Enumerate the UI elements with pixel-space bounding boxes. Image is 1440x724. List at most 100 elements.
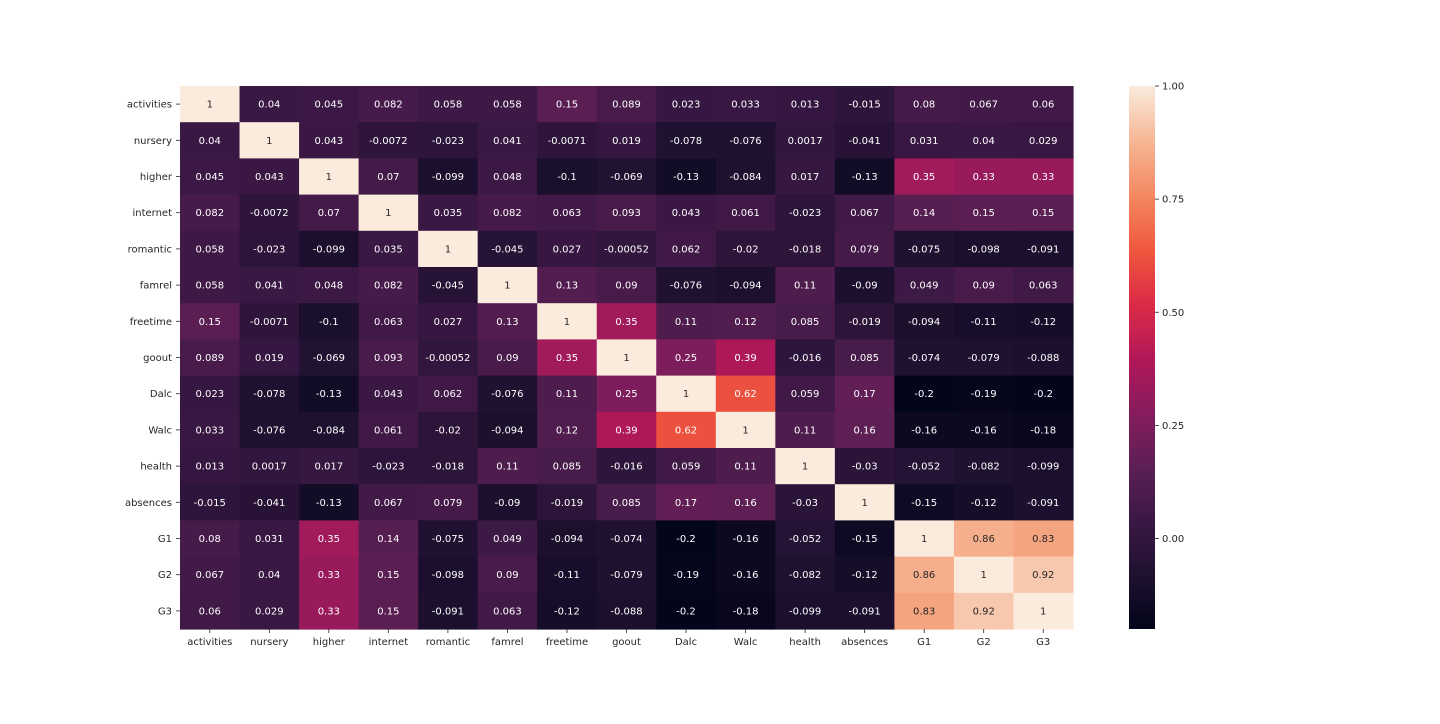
cell-value-label: 0.35 [913,172,935,183]
cell-value-label: -0.16 [971,425,997,436]
heatmap-cell-internet-romantic [418,194,479,232]
heatmap-cell-famrel-goout [596,267,657,304]
x-tick-label-famrel: famrel [491,637,523,648]
cell-value-label: 0.33 [318,606,340,617]
heatmap-cell-G2-G3 [1013,556,1074,594]
cell-value-label: 1 [623,353,629,364]
heatmap-cell-Walc-nursery [239,411,300,449]
heatmap-cell-absences-absences [834,484,895,521]
heatmap-cell-health-famrel [477,448,538,485]
heatmap-cell-famrel-G1 [894,267,955,304]
heatmap-cell-G1-goout [596,520,657,558]
cell-value-label: -0.076 [253,425,285,436]
heatmap-cell-G2-activities [180,556,241,594]
heatmap-cell-G2-Walc [715,556,776,594]
cell-value-label: 0.14 [377,534,399,545]
heatmap-cell-freetime-G1 [894,303,955,340]
heatmap-cell-G3-goout [596,592,657,630]
cell-value-label: 0.09 [615,281,637,292]
heatmap-cell-freetime-health [775,303,836,340]
cell-value-label: -0.094 [551,534,583,545]
heatmap-cell-activities-romantic [418,86,479,123]
x-tick-label-Walc: Walc [734,637,758,648]
cell-value-label: -0.18 [1030,425,1056,436]
heatmap-cell-Dalc-absences [834,375,895,413]
cell-value-label: 0.11 [556,389,578,400]
heatmap-cell-nursery-internet [358,122,419,159]
x-axis-tick-labels: activities nursery higher internet romantic f… [187,629,1050,648]
cell-value-label: -0.19 [971,389,997,400]
heatmap-cell-absences-goout [596,484,657,521]
heatmap-cell-activities-freetime [537,86,598,123]
heatmap-cell-G2-romantic [418,556,479,594]
heatmap-cell-G1-famrel [477,520,538,558]
cell-value-label: 0.13 [496,317,518,328]
heatmap-cell-internet-G1 [894,194,955,232]
cell-value-label: 0.08 [199,534,221,545]
cell-value-label: 0.12 [734,317,756,328]
cell-value-label: -0.075 [908,244,940,255]
heatmap-cell-nursery-famrel [477,122,538,159]
heatmap-cell-G1-absences [834,520,895,558]
cell-value-label: -0.03 [792,498,818,509]
heatmap-cell-freetime-freetime [537,303,598,340]
cell-value-label: -0.099 [432,172,464,183]
cell-value-label: -0.023 [253,244,285,255]
heatmap-cell-Walc-freetime [537,411,598,449]
cell-value-label: -0.094 [729,281,761,292]
cell-value-label: -0.16 [733,570,759,581]
cell-value-label: -0.088 [610,606,642,617]
heatmap-cell-G3-internet [358,592,419,630]
heatmap-cell-higher-freetime [537,158,598,196]
cell-value-label: 0.11 [675,317,697,328]
heatmap-cell-romantic-Dalc [656,230,717,268]
cell-value-label: 1 [504,281,510,292]
cell-value-label: 1 [861,498,867,509]
cell-value-label: 0.16 [853,425,875,436]
heatmap-cell-freetime-absences [834,303,895,340]
cell-value-label: 0.058 [493,100,522,111]
cell-value-label: 0.089 [195,353,224,364]
cell-value-label: 0.033 [195,425,224,436]
x-tick-label-internet: internet [369,637,409,648]
heatmap-cell-G2-G1 [894,556,955,594]
heatmap-cell-Walc-activities [180,411,241,449]
cell-value-label: 0.029 [1029,136,1058,147]
cell-value-label: 0.12 [556,425,578,436]
cell-value-label: 0.027 [434,317,463,328]
cell-value-label: 0.07 [377,172,399,183]
heatmap-cell-famrel-Dalc [656,267,717,304]
heatmap-cell-romantic-absences [834,230,895,268]
heatmap-cell-Walc-Walc [715,411,776,449]
heatmap-cell-absences-higher [299,484,360,521]
cell-value-label: 0.15 [377,606,399,617]
cell-value-label: 0.04 [973,136,995,147]
colorbar-tick-label: 1.00 [1162,82,1184,93]
heatmap-cell-higher-famrel [477,158,538,196]
cell-value-label: 0.059 [672,462,701,473]
heatmap-cell-Dalc-G3 [1013,375,1074,413]
cell-value-label: -0.041 [253,498,285,509]
heatmap-cell-nursery-romantic [418,122,479,159]
cell-value-label: 1 [683,389,689,400]
heatmap-cell-G3-absences [834,592,895,630]
heatmap-cell-G1-freetime [537,520,598,558]
cell-value-label: 0.06 [199,606,221,617]
heatmap-cell-higher-romantic [418,158,479,196]
heatmap-cell-goout-G1 [894,339,955,377]
heatmap-cell-internet-G3 [1013,194,1074,232]
cell-value-label: 0.045 [195,172,224,183]
cell-value-label: 0.085 [850,353,879,364]
heatmap-cell-goout-romantic [418,339,479,377]
heatmap-cell-Walc-Dalc [656,411,717,449]
cell-value-label: 0.35 [556,353,578,364]
cell-value-label: 0.14 [913,208,935,219]
heatmap-cell-absences-Dalc [656,484,717,521]
cell-value-label: 0.089 [612,100,641,111]
cell-value-label: 0.013 [195,462,224,473]
cell-value-label: 1 [742,425,748,436]
cell-value-label: -0.13 [852,172,878,183]
cell-value-label: 0.15 [973,208,995,219]
heatmap-cell-romantic-freetime [537,230,598,268]
cell-value-label: 0.17 [675,498,697,509]
